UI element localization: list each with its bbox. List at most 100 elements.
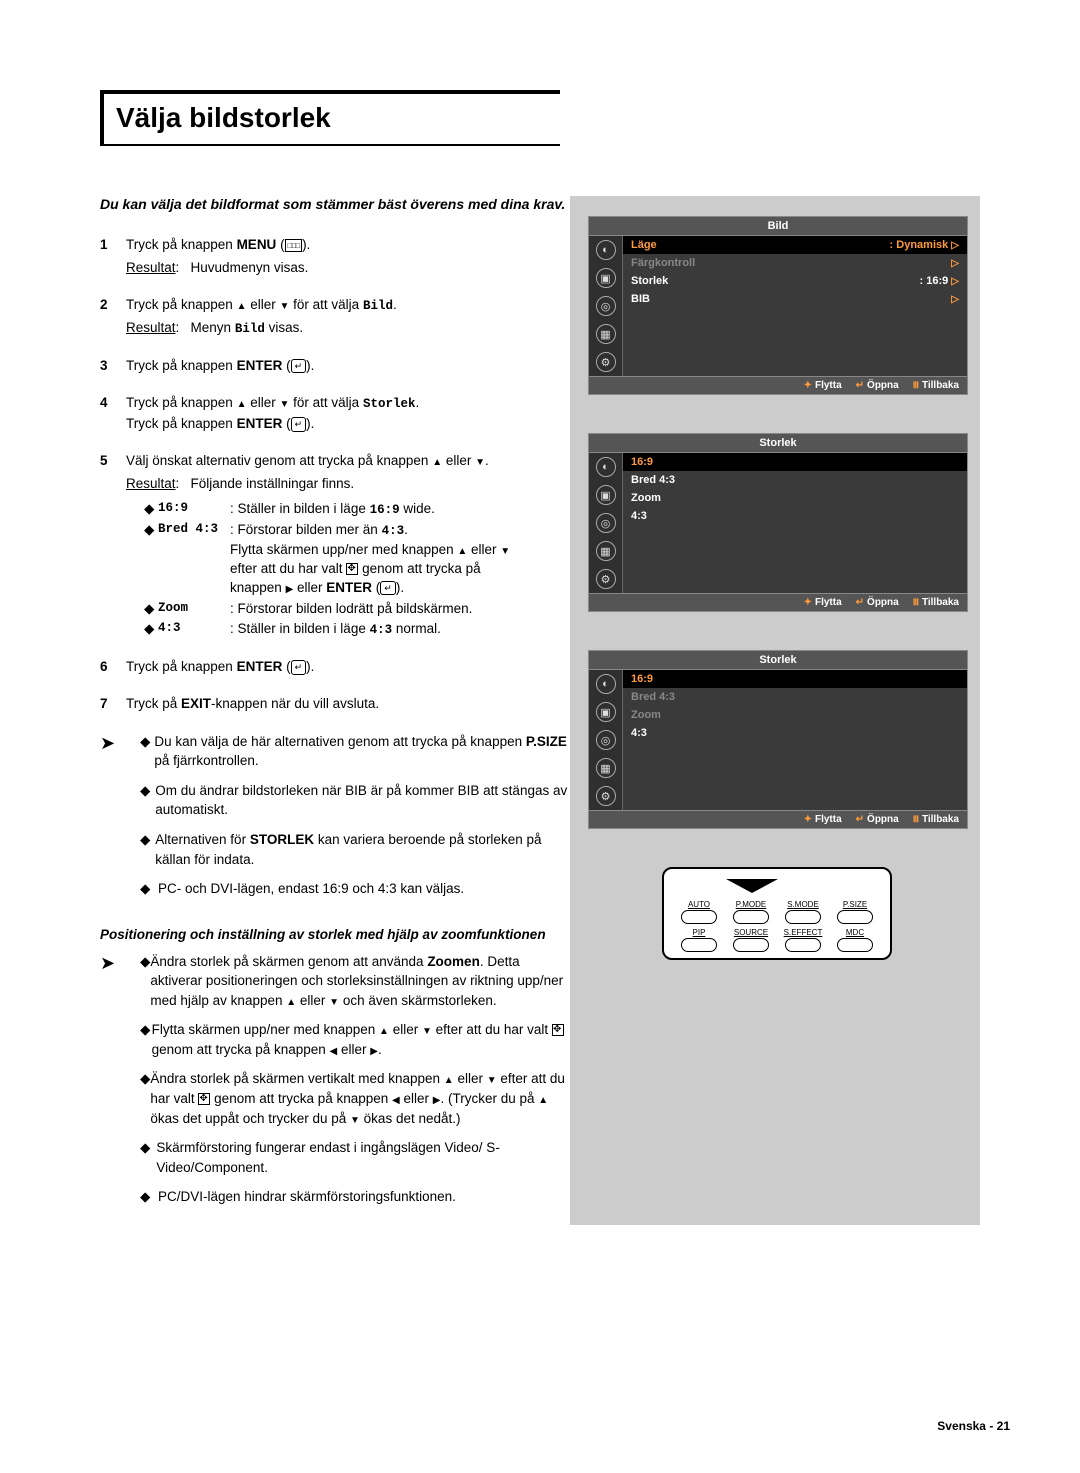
remote-button-pill bbox=[681, 938, 717, 952]
text: eller bbox=[296, 993, 329, 1008]
remote-button[interactable]: PIP bbox=[674, 928, 724, 952]
osd-row: 4:3 bbox=[623, 724, 967, 742]
text: . bbox=[393, 297, 397, 312]
osd-row-label: Storlek bbox=[631, 275, 668, 287]
channel-icon: ◎ bbox=[596, 513, 616, 533]
text: eller bbox=[246, 297, 279, 312]
note-item: ◆Om du ändrar bildstorleken när BIB är p… bbox=[140, 781, 570, 820]
footer-open: Öppna bbox=[856, 380, 899, 391]
up-arrow-icon bbox=[432, 453, 442, 468]
options-list: ◆ 16:9 : Ställer in bilden i läge 16:9 w… bbox=[144, 500, 570, 640]
step-num: 2 bbox=[100, 296, 126, 341]
text: : Förstorar bilden mer än bbox=[230, 522, 382, 537]
channel-icon: ◎ bbox=[596, 730, 616, 750]
picture-icon: ◐ bbox=[596, 674, 616, 694]
remote-button[interactable]: P.SIZE bbox=[830, 900, 880, 924]
option-bred-4-3: ◆ Bred 4:3 : Förstorar bilden mer än 4:3… bbox=[144, 521, 570, 597]
text: Alternativen för bbox=[155, 832, 250, 847]
note-item: ◆Ändra storlek på skärmen genom att anvä… bbox=[140, 952, 570, 1011]
step-5: 5 Välj önskat alternativ genom att tryck… bbox=[100, 452, 570, 642]
bullet-icon: ◆ bbox=[144, 521, 158, 597]
text: Skärmförstoring fungerar endast i ingång… bbox=[156, 1138, 570, 1177]
setup-icon: ⚙ bbox=[596, 352, 616, 372]
osd-row-value: : 16:9 ▷ bbox=[920, 275, 960, 287]
remote-button[interactable]: S.EFFECT bbox=[778, 928, 828, 952]
down-arrow-icon bbox=[487, 1071, 497, 1086]
right-arrow-icon bbox=[370, 1042, 378, 1057]
up-arrow-icon bbox=[286, 993, 296, 1008]
remote-button[interactable]: S.MODE bbox=[778, 900, 828, 924]
option-desc: : Ställer in bilden i läge 4:3 normal. bbox=[230, 620, 570, 640]
osd-row-label: 4:3 bbox=[631, 510, 647, 522]
osd-icons: ◐ ▣ ◎ ▦ ⚙ bbox=[589, 453, 623, 593]
bullet-icon: ◆ bbox=[144, 620, 158, 640]
text: eller bbox=[454, 1071, 487, 1086]
osd-row: Bred 4:3 bbox=[623, 471, 967, 489]
text: . bbox=[415, 395, 419, 410]
remote-button[interactable]: MDC bbox=[830, 928, 880, 952]
setup-icon: ⚙ bbox=[596, 786, 616, 806]
remote-button[interactable]: SOURCE bbox=[726, 928, 776, 952]
step-3: 3 Tryck på knappen ENTER (↵). bbox=[100, 357, 570, 378]
enter-label: ENTER bbox=[326, 580, 372, 595]
content-row: Du kan välja det bildformat som stämmer … bbox=[100, 196, 980, 1225]
note-arrow-icon: ➤ bbox=[100, 732, 140, 909]
osd-row: Läge: Dynamisk ▷ bbox=[623, 236, 967, 254]
bullet-icon: ◆ bbox=[140, 830, 155, 869]
remote-button[interactable]: P.MODE bbox=[726, 900, 776, 924]
note-arrow-icon: ➤ bbox=[100, 952, 140, 1217]
text: . bbox=[485, 453, 489, 468]
text: Välj önskat alternativ genom att trycka … bbox=[126, 453, 432, 468]
step-body: Tryck på knappen ENTER (↵). bbox=[126, 658, 570, 679]
up-arrow-icon bbox=[457, 542, 467, 557]
osd-row-label: Zoom bbox=[631, 492, 661, 504]
left-column: Du kan välja det bildformat som stämmer … bbox=[100, 196, 570, 1225]
text: ( bbox=[282, 659, 290, 674]
exit-label: EXIT bbox=[181, 696, 211, 711]
osd-icons: ◐ ▣ ◎ ▦ ⚙ bbox=[589, 670, 623, 810]
text: för att välja bbox=[289, 395, 363, 410]
text: Tryck på knappen bbox=[126, 358, 237, 373]
bullet-icon: ◆ bbox=[144, 500, 158, 520]
text: knappen bbox=[230, 580, 286, 595]
sound-icon: ▣ bbox=[596, 268, 616, 288]
footer-back: Tillbaka bbox=[913, 597, 959, 608]
osd-body: ◐ ▣ ◎ ▦ ⚙ 16:9Bred 4:3Zoom4:3 bbox=[589, 670, 967, 810]
text: eller bbox=[389, 1022, 422, 1037]
text: 4:3 bbox=[370, 623, 393, 637]
down-arrow-icon bbox=[350, 1111, 360, 1126]
remote-button[interactable]: AUTO bbox=[674, 900, 724, 924]
notes-block-1: ➤ ◆Du kan välja de här alternativen geno… bbox=[100, 732, 570, 909]
text: ökas det uppåt och trycker du på bbox=[150, 1111, 350, 1126]
remote-button-label: SOURCE bbox=[734, 928, 768, 937]
step-1: 1 Tryck på knappen MENU (□□□). Resultat:… bbox=[100, 236, 570, 280]
note-item: ◆Alternativen för STORLEK kan variera be… bbox=[140, 830, 570, 869]
step-2: 2 Tryck på knappen eller för att välja B… bbox=[100, 296, 570, 341]
remote-button-pill bbox=[733, 938, 769, 952]
step-body: Tryck på knappen ENTER (↵). bbox=[126, 357, 570, 378]
chevron-right-icon: ▷ bbox=[951, 276, 959, 287]
text: . bbox=[378, 1042, 382, 1057]
remote-button-pill bbox=[837, 938, 873, 952]
osd-list: 16:9Bred 4:3Zoom4:3 bbox=[623, 453, 967, 593]
osd-menu-storlek-2: Storlek ◐ ▣ ◎ ▦ ⚙ 16:9Bred 4:3Zoom4:3 Fl… bbox=[588, 650, 968, 829]
osd-row-empty bbox=[623, 308, 967, 326]
up-arrow-icon bbox=[538, 1091, 548, 1106]
osd-footer: Flytta Öppna Tillbaka bbox=[589, 376, 967, 394]
picture-icon: ◐ bbox=[596, 240, 616, 260]
step-7: 7 Tryck på EXIT-knappen när du vill avsl… bbox=[100, 695, 570, 716]
remote-button-label: AUTO bbox=[688, 900, 710, 909]
move-icon bbox=[552, 1024, 564, 1036]
osd-footer: Flytta Öppna Tillbaka bbox=[589, 593, 967, 611]
osd-row-label: Färgkontroll bbox=[631, 257, 695, 269]
text: 4:3 bbox=[382, 524, 405, 538]
text: visas. bbox=[265, 320, 303, 335]
footer-open: Öppna bbox=[856, 814, 899, 825]
down-arrow-icon bbox=[329, 993, 339, 1008]
enter-icon: ↵ bbox=[291, 417, 307, 432]
osd-row: Zoom bbox=[623, 489, 967, 507]
chevron-right-icon: ▷ bbox=[951, 294, 959, 305]
title-block: Välja bildstorlek bbox=[100, 90, 560, 146]
osd-menu-bild: Bild ◐ ▣ ◎ ▦ ⚙ Läge: Dynamisk ▷Färgkontr… bbox=[588, 216, 968, 395]
osd-row-label: 16:9 bbox=[631, 673, 653, 685]
